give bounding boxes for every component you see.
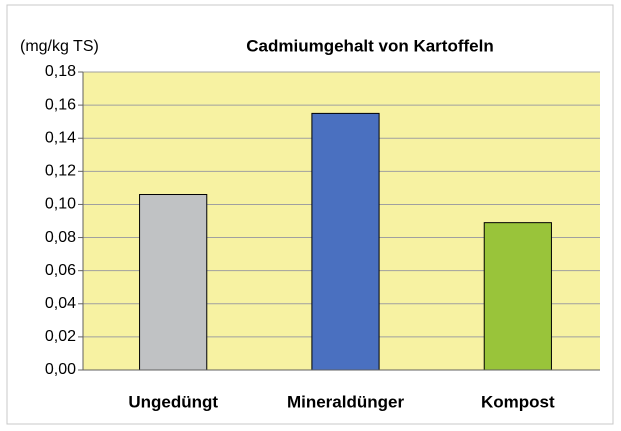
y-tick-label: 0,04	[45, 295, 76, 312]
y-tick-label: 0,02	[45, 328, 76, 345]
y-tick-label: 0,06	[45, 262, 76, 279]
y-tick-label: 0,10	[45, 196, 76, 213]
chart-title: Cadmiumgehalt von Kartoffeln	[246, 36, 493, 55]
x-tick-label: Kompost	[481, 392, 555, 411]
y-tick-label: 0,08	[45, 229, 76, 246]
bar	[483, 222, 552, 371]
y-tick-label: 0,14	[45, 129, 76, 146]
y-tick-label: 0,18	[45, 63, 76, 80]
bar	[139, 194, 208, 371]
y-tick-label: 0,16	[45, 96, 76, 113]
bar	[311, 112, 380, 371]
y-axis-label: (mg/kg TS)	[20, 38, 99, 55]
x-tick-label: Mineraldünger	[287, 392, 405, 411]
x-tick-label: Ungedüngt	[128, 392, 218, 411]
y-tick-label: 0,12	[45, 163, 76, 180]
y-tick-label: 0,00	[45, 361, 76, 378]
